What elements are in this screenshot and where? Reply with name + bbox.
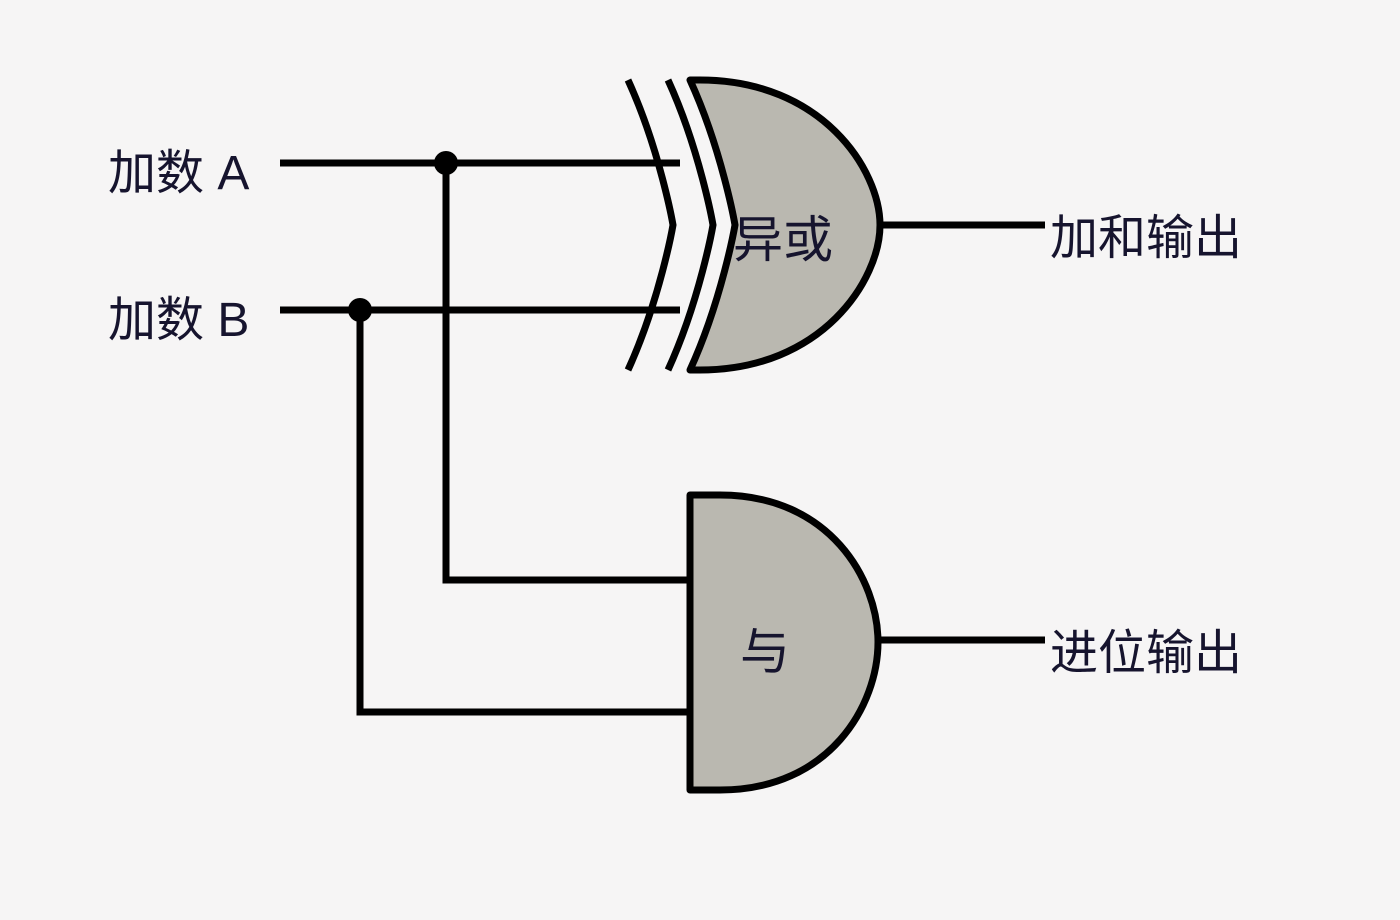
- sum-output-label: 加和输出: [1050, 198, 1242, 268]
- xor-gate-label: 异或: [733, 200, 833, 272]
- input-b-label: 加数 B: [108, 280, 249, 350]
- input-a-label: 加数 A: [108, 133, 249, 203]
- and-gate-label: 与: [740, 612, 790, 684]
- carry-output-label: 进位输出: [1050, 613, 1242, 683]
